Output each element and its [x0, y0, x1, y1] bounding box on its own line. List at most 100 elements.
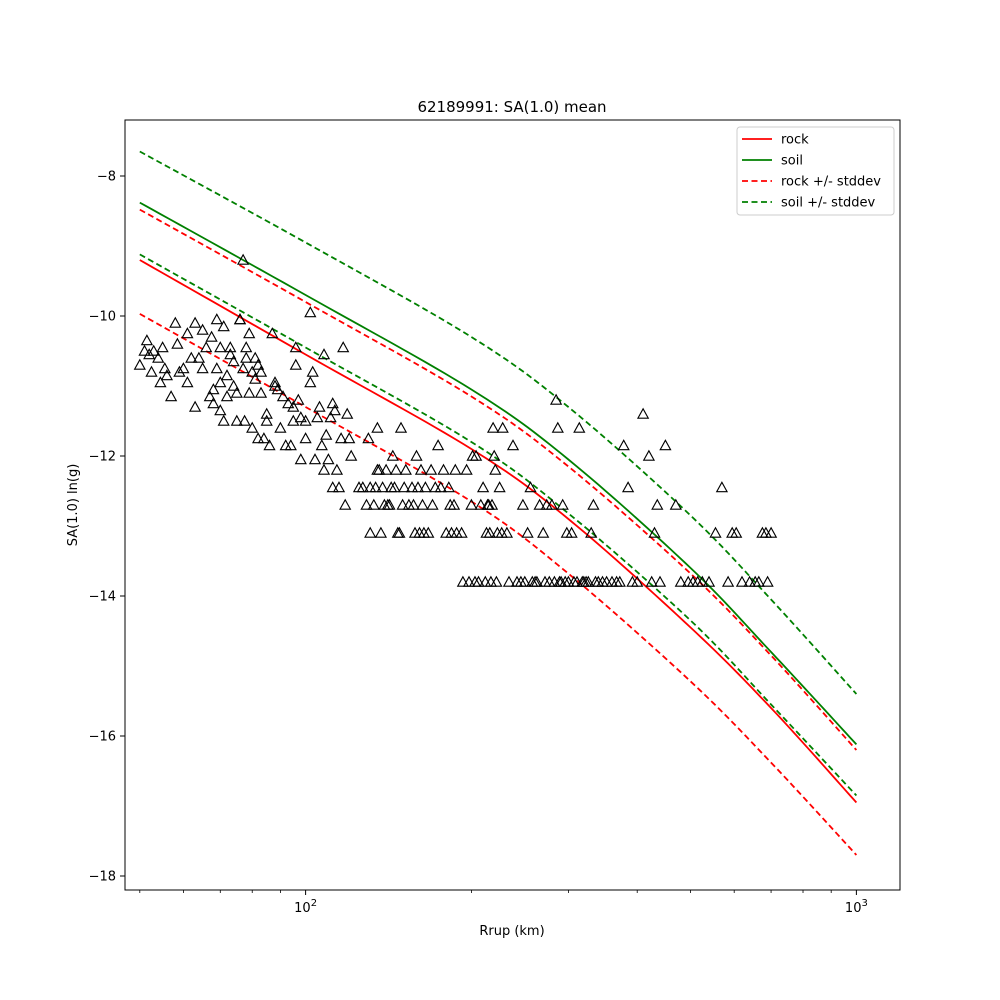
scatter-point	[196, 323, 209, 335]
legend-label: soil +/- stddev	[781, 196, 876, 211]
scatter-point	[516, 498, 530, 510]
scatter-point	[214, 404, 227, 416]
scatter-point	[488, 449, 501, 461]
scatter-point	[369, 481, 382, 493]
scatter-point	[469, 449, 483, 461]
scatter-point	[411, 481, 425, 493]
scatter-point	[367, 498, 380, 510]
scatter-point	[447, 498, 461, 510]
legend-box	[736, 126, 895, 216]
scatter-point	[220, 390, 234, 402]
x-axis-label: Rrup (km)	[479, 924, 544, 939]
scatter-point	[524, 481, 537, 493]
scatter-point	[696, 575, 709, 587]
scatter-point	[304, 376, 317, 388]
scatter-point	[345, 449, 358, 461]
y-tick-label: −18	[89, 870, 116, 885]
scatter-point	[442, 481, 455, 493]
scatter-point	[364, 526, 377, 538]
scatter-point	[214, 341, 227, 353]
scatter-point	[659, 439, 672, 451]
scatter-point	[230, 386, 243, 398]
scatter-point	[326, 481, 339, 493]
scatter-point	[431, 439, 445, 451]
scatter-point	[210, 362, 223, 374]
scatter-point	[462, 575, 476, 587]
scatter-point	[317, 463, 331, 475]
scatter-point	[173, 365, 186, 377]
x-tick-label: 103	[845, 898, 868, 916]
scatter-point	[337, 341, 350, 353]
scatter-point	[233, 313, 247, 325]
scatter-point	[181, 327, 194, 339]
scatter-point	[240, 341, 253, 353]
scatter-point	[276, 390, 290, 402]
scatter-point	[304, 306, 317, 318]
scatter-point	[434, 481, 447, 493]
scatter-point	[551, 421, 564, 433]
scatter-point	[752, 575, 765, 587]
scatter-point	[328, 404, 341, 416]
scatter-point	[565, 526, 578, 538]
scatter-point	[271, 383, 284, 395]
scatter-point	[315, 439, 328, 451]
scatter-point	[410, 449, 423, 461]
scatter-point	[240, 351, 253, 363]
scatter-point	[217, 320, 230, 332]
scatter-point	[299, 432, 312, 444]
scatter-point	[414, 463, 428, 475]
scatter-point	[246, 365, 259, 377]
scatter-point	[243, 386, 256, 398]
scatter-point	[636, 407, 650, 419]
scatter-point	[437, 463, 450, 475]
scatter-point	[332, 481, 346, 493]
scatter-point	[416, 498, 429, 510]
scatter-point	[158, 362, 171, 374]
scatter-point	[399, 463, 412, 475]
scatter-point	[138, 344, 151, 356]
x-axis: 102 103	[139, 890, 868, 916]
scatter-point	[490, 575, 503, 587]
plot-content	[133, 150, 858, 856]
scatter-point	[203, 390, 216, 402]
scatter-point	[642, 449, 656, 461]
scatter-point	[549, 393, 563, 405]
y-tick-label: −10	[89, 310, 116, 325]
scatter-point	[613, 575, 626, 587]
scatter-point	[236, 253, 250, 265]
scatter-point	[169, 316, 182, 328]
scatter-point	[715, 481, 729, 493]
series-line-0	[139, 259, 858, 804]
scatter-point	[489, 463, 502, 475]
scatter-point	[373, 463, 386, 475]
scatter-point	[227, 379, 240, 391]
scatter-point	[388, 481, 401, 493]
scatter-point	[254, 386, 268, 398]
scatter-point	[145, 365, 158, 377]
scatter-point	[243, 327, 256, 339]
scatter-point	[396, 498, 409, 510]
scatter-point	[257, 432, 271, 444]
scatter-point	[299, 414, 312, 426]
scatter-point	[582, 575, 595, 587]
scatter-point	[496, 421, 509, 433]
scatter-point	[486, 421, 500, 433]
scatter-point	[200, 341, 213, 353]
scatter-point	[449, 463, 462, 475]
scatter-point	[246, 421, 259, 433]
scatter-point	[274, 421, 287, 433]
scatter-point	[156, 341, 169, 353]
scatter-point	[521, 526, 534, 538]
scatter-point	[631, 575, 644, 587]
scatter-point	[294, 453, 307, 465]
scatter-point	[238, 414, 251, 426]
scatter-point	[230, 414, 243, 426]
scatter-point	[472, 575, 485, 587]
x-tick-exponent: 2	[311, 898, 317, 909]
scatter-point	[330, 463, 344, 475]
scatter-point	[287, 400, 300, 412]
series-line-4	[139, 150, 858, 695]
scatter-point	[140, 334, 154, 346]
scatter-point	[192, 351, 206, 363]
scatter-point	[371, 421, 384, 433]
